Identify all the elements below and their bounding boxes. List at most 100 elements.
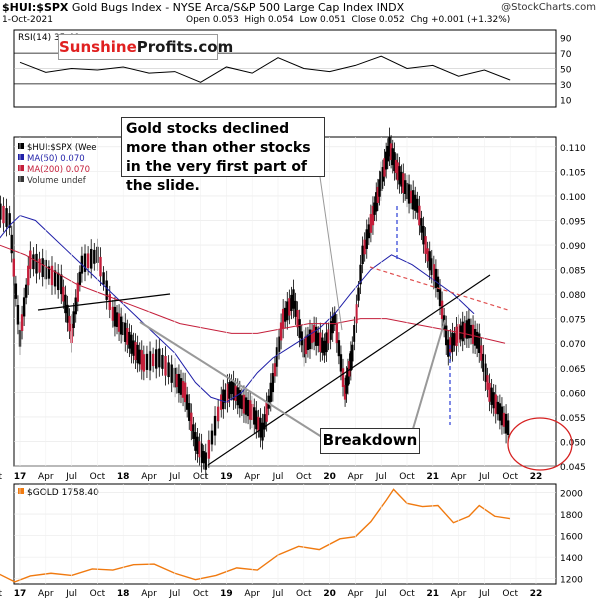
price-tick-0.055: 0.055 <box>560 414 586 424</box>
price-candle <box>325 332 328 353</box>
gold-xtick-12: Oct <box>296 589 312 599</box>
gold-xtick-8: Oct <box>193 589 209 599</box>
price-candle <box>346 367 350 386</box>
price-candle <box>300 331 303 346</box>
price-candle <box>496 401 500 415</box>
price-xtick-21: 22 <box>530 472 543 482</box>
price-tick-0.070: 0.070 <box>560 340 586 350</box>
price-candle <box>355 304 358 324</box>
price-candle <box>222 389 225 409</box>
price-candle <box>500 406 504 426</box>
price-tick-0.110: 0.110 <box>560 144 586 154</box>
rsi-legend: RSI(14) 35.40 <box>18 33 80 43</box>
price-candle <box>426 248 429 262</box>
gold-tick-1800: 1800 <box>560 511 583 521</box>
chart-date: 1-Oct-2021 <box>2 15 53 25</box>
price-candle <box>453 333 456 346</box>
price-xtick-3: Jul <box>65 472 77 482</box>
price-candle <box>400 171 403 187</box>
dashed-trendline <box>369 266 509 311</box>
gold-xtick-19: Jul <box>478 589 490 599</box>
price-xtick-1: 17 <box>14 472 27 482</box>
price-candle <box>447 339 450 357</box>
price-tick-0.095: 0.095 <box>560 217 586 227</box>
price-candle <box>384 151 388 170</box>
price-candle <box>314 326 318 346</box>
gold-xtick-14: Apr <box>348 589 364 599</box>
price-candle <box>436 276 440 292</box>
price-candle <box>111 306 115 321</box>
price-candle <box>24 284 28 298</box>
gold-xtick-15: Jul <box>375 589 387 599</box>
price-candle <box>331 315 334 334</box>
price-tick-0.065: 0.065 <box>560 365 586 375</box>
price-xtick-13: 20 <box>323 472 336 482</box>
price-candle <box>164 356 167 376</box>
support-line-2017 <box>37 293 171 311</box>
price-candle <box>465 320 469 339</box>
price-candle <box>461 321 464 342</box>
price-candle <box>407 184 411 204</box>
price-candle <box>5 208 8 227</box>
price-candle <box>389 143 393 161</box>
price-candle <box>438 288 442 307</box>
price-candle <box>333 312 336 325</box>
price-candle <box>357 287 360 301</box>
price-candle <box>259 417 262 438</box>
breakdown-label: Breakdown <box>320 428 420 454</box>
price-candle <box>498 403 502 421</box>
legend-ma200: MA(200) 0.070 <box>27 165 90 175</box>
price-candle <box>275 347 279 367</box>
gold-xtick-2: Apr <box>38 589 54 599</box>
price-candle <box>228 382 231 399</box>
gold-xtick-13: 20 <box>323 589 336 599</box>
price-candle <box>375 192 378 212</box>
price-tick-0.105: 0.105 <box>560 168 586 178</box>
price-candle <box>62 286 65 302</box>
price-candle <box>32 254 35 270</box>
price-xtick-6: Apr <box>141 472 157 482</box>
price-candle <box>257 416 260 431</box>
price-candle <box>409 190 413 204</box>
price-candle <box>134 342 137 361</box>
price-xtick-11: Jul <box>272 472 284 482</box>
sunshineprofits-logo: SunshineProfits.com <box>58 34 233 60</box>
price-candle <box>329 321 332 340</box>
ma200-line <box>0 244 506 344</box>
change-value: Chg +0.001 (+1.32%) <box>410 15 511 25</box>
price-candle <box>56 272 60 291</box>
gold-panel-frame <box>13 483 557 585</box>
gold-tick-1400: 1400 <box>560 554 583 564</box>
open-value: Open 0.053 <box>186 15 239 25</box>
price-candle <box>469 324 473 338</box>
price-candle <box>198 441 201 458</box>
rsi-tick-10: 10 <box>560 96 572 106</box>
gold-series-line <box>0 488 511 583</box>
price-candle <box>335 323 339 344</box>
price-tick-0.060: 0.060 <box>560 389 586 399</box>
gold-tick-1200: 1200 <box>560 576 583 586</box>
price-candle <box>136 344 139 364</box>
gold-tick-1600: 1600 <box>560 533 583 543</box>
price-candle <box>8 213 11 228</box>
price-candle <box>246 400 250 417</box>
price-candle <box>286 301 289 321</box>
price-candle <box>142 354 146 372</box>
gold-xtick-3: Jul <box>65 589 77 599</box>
legend-main: $HUI:$SPX (Wee <box>27 143 97 153</box>
price-candle <box>64 294 67 314</box>
price-candle <box>236 387 239 406</box>
price-candle <box>277 336 281 352</box>
price-candle <box>202 451 205 464</box>
price-xtick-0: Oct <box>0 472 2 482</box>
price-candle <box>35 253 38 274</box>
price-candle <box>234 385 237 401</box>
price-candle <box>76 282 79 302</box>
gold-xtick-10: Apr <box>244 589 260 599</box>
price-candle <box>269 382 272 402</box>
price-tick-0.080: 0.080 <box>560 291 586 301</box>
price-tick-0.100: 0.100 <box>560 193 586 203</box>
legend-ma50-swatch <box>18 154 24 160</box>
price-candle <box>310 329 314 343</box>
price-candle <box>188 403 191 421</box>
